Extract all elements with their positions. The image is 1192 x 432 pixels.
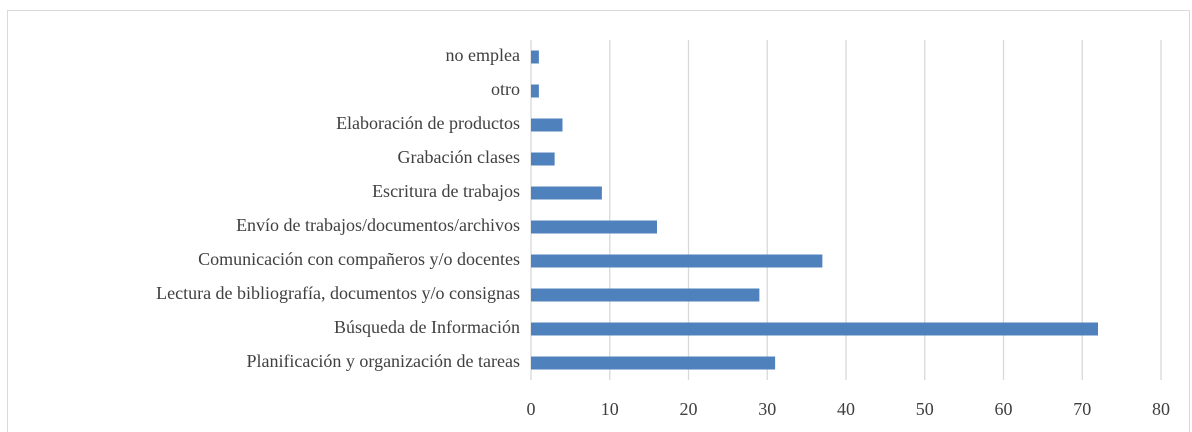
y-tick-label: Elaboración de productos	[336, 113, 520, 133]
y-tick-label: Comunicación con compañeros y/o docentes	[198, 249, 520, 269]
y-tick-label: Escritura de trabajos	[372, 181, 520, 201]
bar	[531, 254, 823, 268]
x-tick-label: 50	[916, 399, 934, 419]
x-tick-label: 70	[1073, 399, 1091, 419]
bar	[531, 186, 602, 200]
bar	[531, 152, 555, 166]
y-tick-label: Grabación clases	[398, 147, 520, 167]
y-tick-label: Planificación y organización de tareas	[246, 351, 520, 371]
y-tick-label: no emplea	[446, 45, 520, 65]
x-tick-label: 0	[527, 399, 536, 419]
y-tick-label: Envío de trabajos/documentos/archivos	[236, 215, 520, 235]
x-tick-label: 30	[758, 399, 776, 419]
x-tick-label: 40	[837, 399, 855, 419]
bar	[531, 84, 539, 98]
bar	[531, 356, 776, 370]
x-tick-label: 80	[1152, 399, 1170, 419]
x-tick-label: 60	[995, 399, 1013, 419]
x-tick-label: 10	[601, 399, 619, 419]
y-tick-label: Lectura de bibliografía, documentos y/o …	[156, 283, 520, 303]
x-tick-label: 20	[680, 399, 698, 419]
bar	[531, 288, 760, 302]
y-tick-label: otro	[491, 79, 520, 99]
y-tick-label: Búsqueda de Información	[334, 317, 520, 337]
bar	[531, 322, 1098, 336]
bar	[531, 118, 563, 132]
bar	[531, 50, 539, 64]
bar	[531, 220, 657, 234]
